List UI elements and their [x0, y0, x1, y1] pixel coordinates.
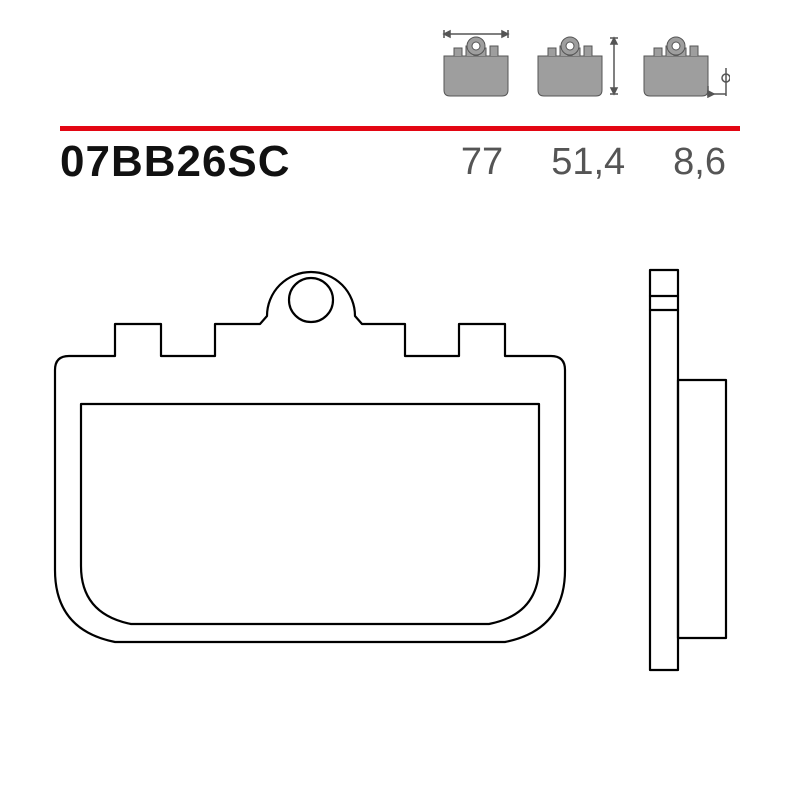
width-value: 77: [461, 141, 503, 184]
height-icon: [534, 28, 622, 98]
separator-line: [60, 118, 740, 123]
page: 07BB26SC 77 51,4 8,6: [0, 0, 800, 800]
pad-side-view: [650, 270, 726, 670]
values-row: 07BB26SC 77 51,4 8,6: [60, 132, 740, 192]
thickness-icon: [640, 28, 730, 98]
technical-drawing: [0, 230, 800, 760]
dimension-values: 77 51,4 8,6: [461, 141, 726, 184]
pad-front-view: [55, 272, 565, 642]
header: [0, 28, 800, 118]
width-icon: [436, 28, 516, 98]
dimension-icons: [436, 28, 730, 98]
part-number: 07BB26SC: [60, 137, 291, 187]
height-value: 51,4: [551, 141, 625, 184]
thickness-value: 8,6: [673, 141, 726, 184]
